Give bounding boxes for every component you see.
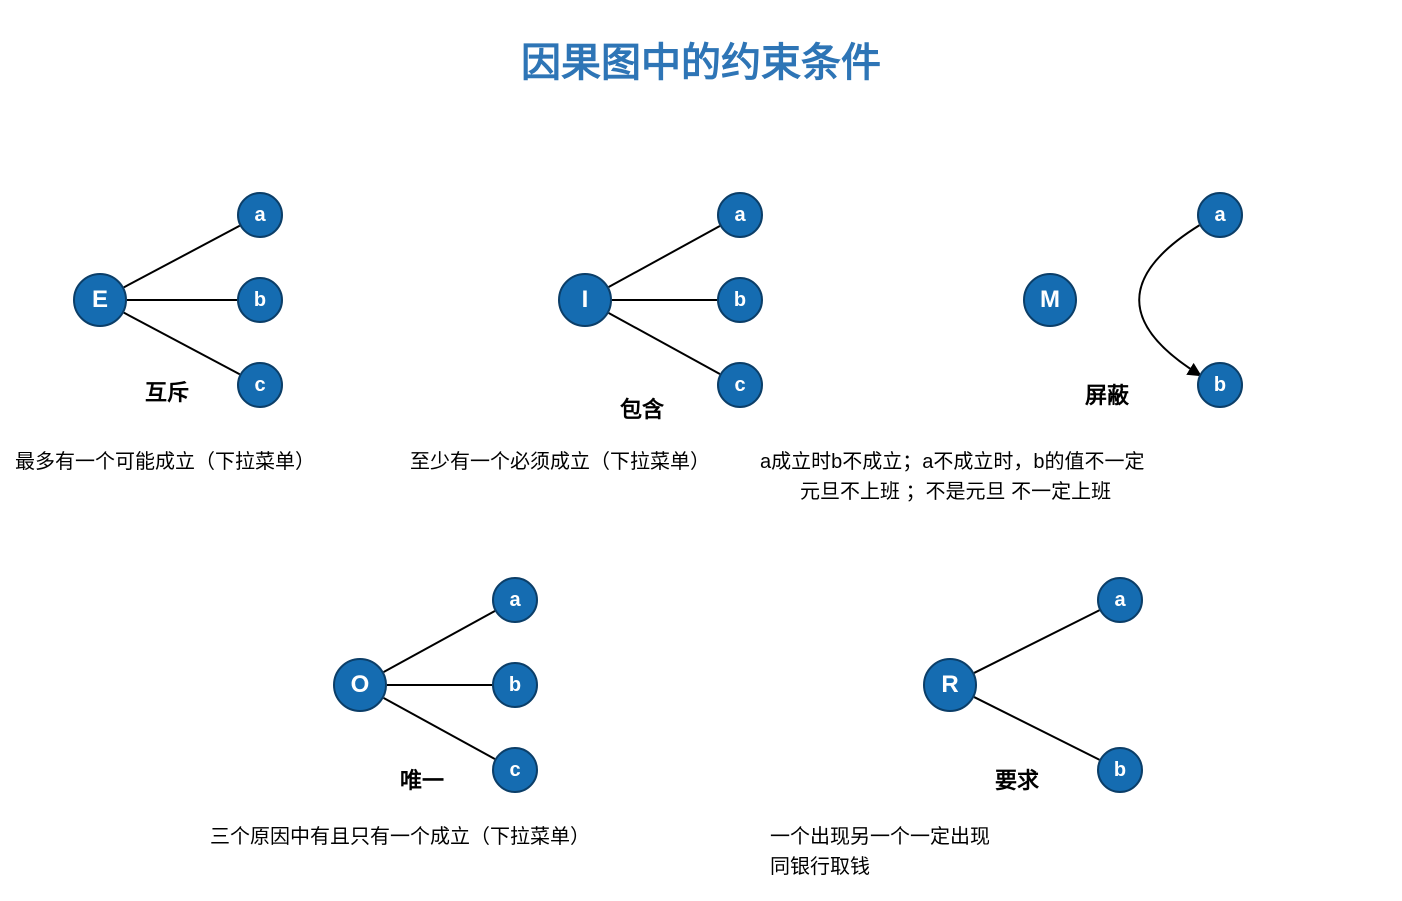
edge: [974, 697, 1099, 760]
diagram-e: Eabc互斥最多有一个可能成立（下拉菜单）: [40, 160, 380, 440]
root-node-r: R: [923, 658, 977, 712]
child-node-b: b: [1097, 747, 1143, 793]
child-node-c: c: [492, 747, 538, 793]
constraint-label-i: 包含: [620, 392, 664, 424]
root-node-o: O: [333, 658, 387, 712]
child-node-c: c: [717, 362, 763, 408]
edge: [609, 313, 720, 374]
caption-i-0: 至少有一个必须成立（下拉菜单）: [410, 445, 710, 474]
caption-r-1: 同银行取钱: [770, 850, 870, 879]
caption-m-0: a成立时b不成立；a不成立时，b的值不一定: [760, 445, 1145, 474]
constraint-label-m: 屏蔽: [1085, 378, 1129, 410]
child-node-b: b: [492, 662, 538, 708]
child-node-b: b: [1197, 362, 1243, 408]
edge: [124, 313, 240, 375]
root-node-e: E: [73, 273, 127, 327]
child-node-a: a: [717, 192, 763, 238]
constraint-label-r: 要求: [995, 763, 1039, 795]
diagram-m: Mab屏蔽a成立时b不成立；a不成立时，b的值不一定元旦不上班 ；不是元旦 不一…: [970, 160, 1370, 470]
edge: [384, 698, 495, 759]
constraint-label-e: 互斥: [145, 375, 189, 407]
child-node-a: a: [492, 577, 538, 623]
edge: [974, 610, 1099, 673]
child-node-a: a: [1097, 577, 1143, 623]
edge: [609, 226, 720, 287]
edge: [124, 226, 240, 288]
root-node-i: I: [558, 273, 612, 327]
root-node-m: M: [1023, 273, 1077, 327]
diagram-r: Rab要求一个出现另一个一定出现同银行取钱: [870, 545, 1270, 865]
edge-arc: [1139, 225, 1199, 374]
caption-r-0: 一个出现另一个一定出现: [770, 820, 990, 849]
child-node-b: b: [717, 277, 763, 323]
diagram-i: Iabc包含至少有一个必须成立（下拉菜单）: [490, 160, 830, 440]
caption-m-1: 元旦不上班 ；不是元旦 不一定上班: [800, 475, 1111, 504]
caption-e-0: 最多有一个可能成立（下拉菜单）: [15, 445, 315, 474]
child-node-b: b: [237, 277, 283, 323]
page-title: 因果图中的约束条件: [0, 30, 1402, 88]
child-node-a: a: [1197, 192, 1243, 238]
diagram-o: Oabc唯一三个原因中有且只有一个成立（下拉菜单）: [280, 545, 680, 845]
caption-o-0: 三个原因中有且只有一个成立（下拉菜单）: [210, 820, 590, 849]
edge: [384, 611, 495, 672]
diagram-edges: [870, 545, 1270, 865]
child-node-a: a: [237, 192, 283, 238]
constraint-label-o: 唯一: [400, 763, 444, 795]
child-node-c: c: [237, 362, 283, 408]
